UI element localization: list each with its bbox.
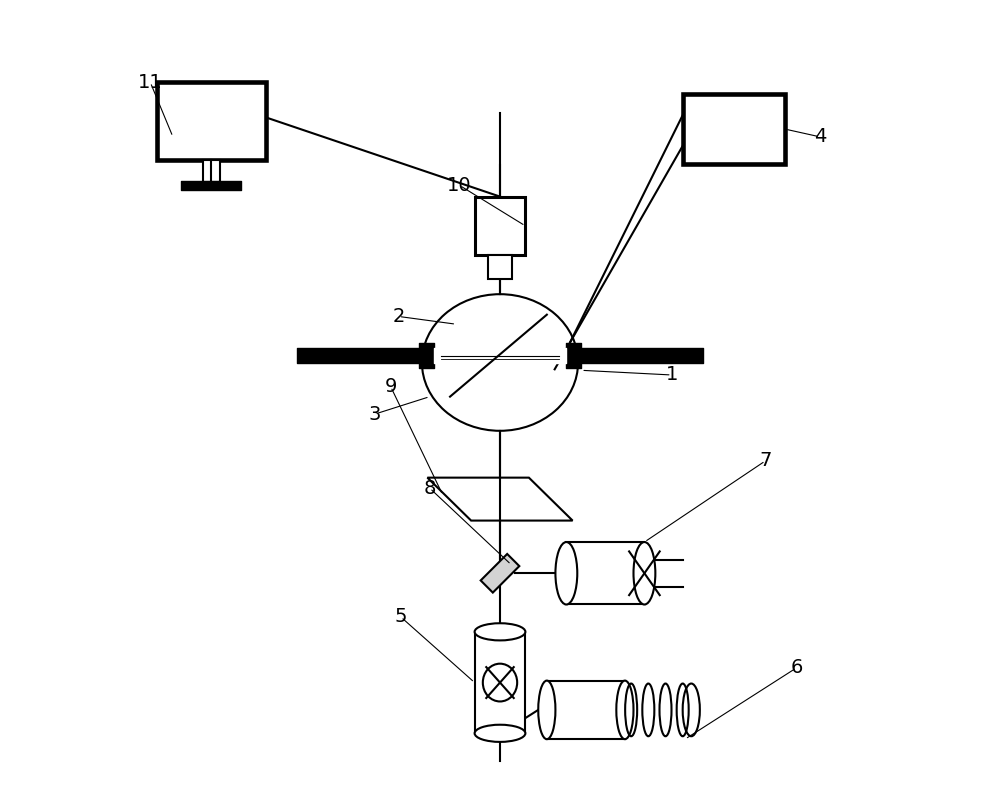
- FancyBboxPatch shape: [566, 542, 644, 604]
- Text: 4: 4: [814, 127, 826, 147]
- Text: 3: 3: [369, 405, 381, 424]
- FancyBboxPatch shape: [475, 632, 525, 733]
- FancyBboxPatch shape: [475, 196, 525, 255]
- Text: 8: 8: [424, 479, 436, 498]
- FancyBboxPatch shape: [683, 94, 785, 164]
- Text: 2: 2: [392, 307, 405, 326]
- Polygon shape: [481, 554, 519, 593]
- FancyBboxPatch shape: [488, 255, 512, 279]
- FancyBboxPatch shape: [157, 82, 266, 160]
- Text: 7: 7: [759, 451, 772, 470]
- Text: 10: 10: [447, 176, 472, 195]
- Ellipse shape: [683, 683, 700, 736]
- FancyBboxPatch shape: [203, 160, 220, 182]
- Text: 11: 11: [138, 73, 163, 92]
- Ellipse shape: [555, 542, 577, 604]
- Ellipse shape: [616, 681, 633, 739]
- Text: 1: 1: [666, 365, 678, 384]
- FancyBboxPatch shape: [547, 681, 625, 739]
- Ellipse shape: [475, 623, 525, 641]
- Text: 6: 6: [790, 658, 803, 677]
- Ellipse shape: [475, 725, 525, 742]
- Text: 5: 5: [395, 608, 407, 626]
- Ellipse shape: [633, 542, 655, 604]
- Ellipse shape: [538, 681, 555, 739]
- Text: 9: 9: [385, 377, 397, 396]
